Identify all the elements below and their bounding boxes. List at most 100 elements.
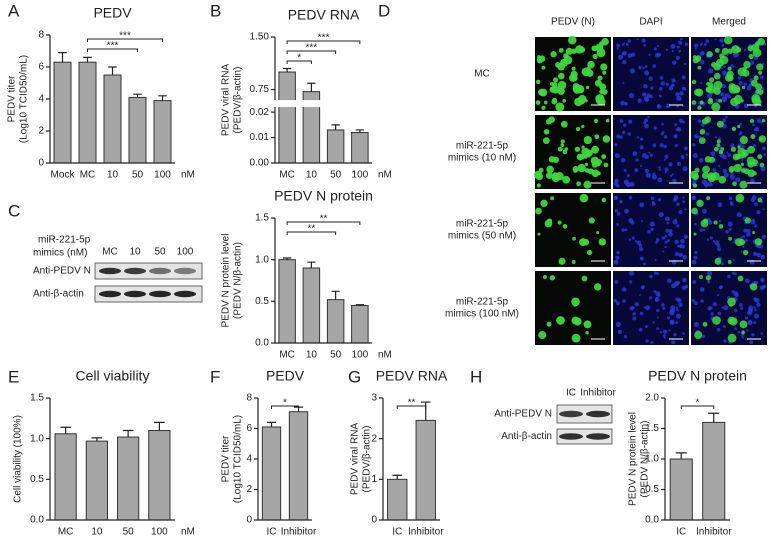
error-bar	[708, 412, 720, 423]
bar	[669, 458, 693, 521]
significance-label: **	[307, 224, 315, 235]
infected-cell	[692, 57, 699, 64]
bar	[153, 100, 172, 164]
infected-cell	[752, 231, 756, 235]
bar	[54, 433, 77, 521]
nucleus	[752, 123, 755, 127]
y-axis	[274, 218, 372, 344]
infected-cell	[708, 97, 713, 103]
nucleus	[700, 42, 703, 45]
infected-cell	[600, 63, 608, 71]
infected-cell	[701, 118, 708, 125]
nucleus	[753, 306, 757, 309]
y-axis-label: (PEDV N/β-actin)	[233, 242, 244, 319]
nucleus	[668, 228, 673, 233]
nucleus	[676, 45, 680, 49]
nucleus	[722, 168, 728, 174]
infected-cell	[711, 102, 721, 112]
nucleus	[692, 153, 698, 159]
nucleus	[717, 202, 723, 208]
nucleus	[628, 196, 633, 200]
nucleus	[747, 310, 753, 316]
nucleus	[762, 62, 765, 66]
nucleus	[750, 178, 755, 184]
nucleus	[712, 240, 716, 243]
nucleus	[707, 92, 713, 99]
infected-cell	[728, 236, 732, 241]
error-bar	[331, 290, 340, 300]
infected-cell	[727, 297, 736, 307]
nucleus	[714, 136, 717, 139]
nucleus	[644, 98, 649, 102]
error-bar	[420, 401, 431, 421]
nucleus	[678, 210, 683, 215]
nucleus	[651, 174, 657, 180]
lane-label: IC	[566, 388, 576, 399]
nucleus	[650, 196, 655, 201]
infected-cell	[693, 232, 697, 236]
infected-cell	[540, 199, 548, 208]
nucleus	[671, 49, 674, 53]
error-bar	[83, 56, 92, 63]
infected-cell	[571, 260, 576, 264]
nucleus	[721, 262, 724, 266]
nucleus	[614, 209, 619, 213]
nucleus	[647, 229, 651, 234]
infected-cell	[535, 207, 542, 215]
infected-cell	[572, 236, 576, 241]
infected-cell	[737, 145, 741, 149]
nucleus	[663, 334, 666, 338]
infected-cell	[709, 77, 715, 83]
nucleus	[680, 239, 685, 244]
infected-cell	[758, 89, 764, 95]
nucleus	[675, 55, 681, 61]
nucleus	[648, 151, 651, 154]
nucleus	[750, 60, 755, 65]
nucleus	[626, 174, 630, 178]
nucleus	[616, 211, 621, 216]
panel-letter: B	[210, 1, 221, 20]
x-tick-label: MC	[58, 527, 74, 538]
nucleus	[641, 38, 646, 43]
nucleus	[643, 83, 648, 89]
infected-cell	[727, 66, 732, 71]
y-axis-label: PEDV titer	[221, 435, 232, 482]
x-tick-label: 100	[352, 170, 369, 181]
y-tick-label: 1.5	[30, 393, 44, 404]
nucleus	[623, 334, 628, 339]
infected-cell	[714, 47, 720, 53]
nucleus	[661, 303, 665, 307]
bar	[103, 74, 122, 164]
nucleus	[649, 221, 655, 227]
y-tick-label: 0.01	[250, 132, 270, 143]
blot-band	[124, 290, 146, 298]
nucleus	[650, 227, 654, 231]
nucleus	[740, 306, 744, 310]
bar	[128, 96, 147, 164]
infected-cell	[558, 47, 564, 53]
y-axis-label: PEDV titer	[7, 75, 18, 122]
nucleus	[709, 306, 713, 310]
y-tick-label: 0.5	[30, 474, 44, 485]
nucleus	[684, 62, 687, 66]
bar	[288, 411, 309, 521]
infected-cell	[586, 72, 590, 76]
infected-cell	[579, 238, 587, 247]
infected-cell	[737, 124, 741, 129]
nucleus	[727, 153, 731, 157]
nucleus	[699, 51, 704, 56]
x-tick-label: MC	[279, 170, 295, 181]
infected-cell	[562, 98, 567, 103]
nucleus	[643, 262, 646, 266]
infected-cell	[586, 149, 593, 157]
nucleus	[657, 52, 662, 57]
infected-cell	[557, 146, 563, 152]
infected-cell	[719, 53, 725, 59]
nucleus	[751, 333, 755, 337]
infected-cell	[741, 85, 746, 90]
nucleus	[672, 60, 677, 65]
nucleus	[618, 54, 624, 60]
x-tick-label: 50	[330, 170, 342, 181]
infected-cell	[555, 102, 565, 112]
nucleus	[639, 294, 642, 297]
